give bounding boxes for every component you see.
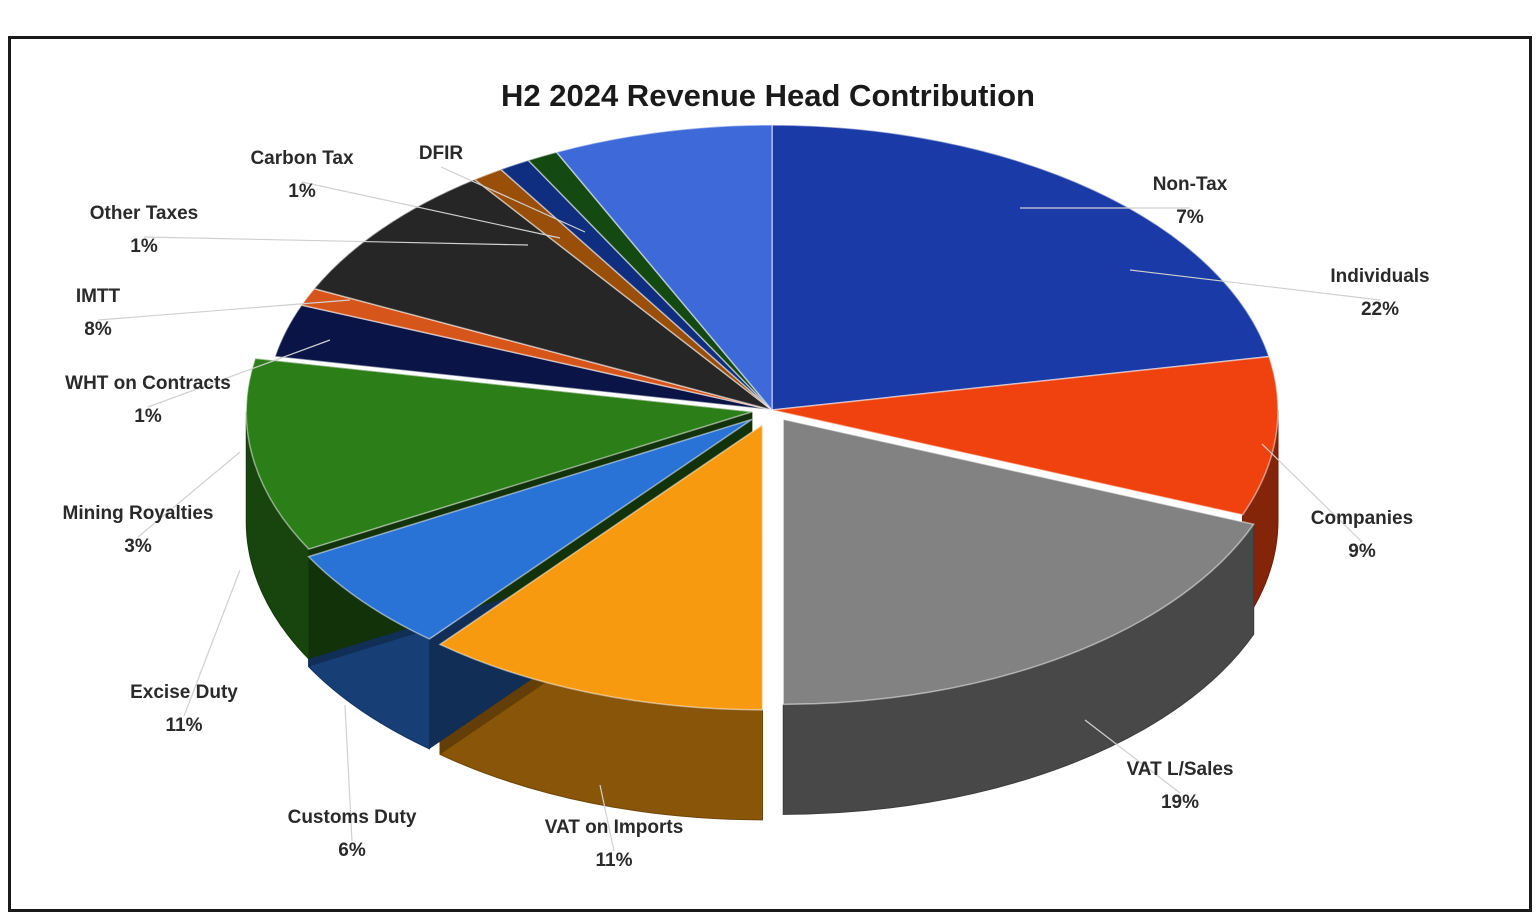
leader-lines — [97, 166, 1381, 852]
label-excise-duty: Excise Duty — [130, 682, 238, 703]
leader-line-vat-on-imports — [599, 784, 615, 852]
value-non-tax: 7% — [1176, 207, 1204, 228]
value-vat-on-imports: 11% — [596, 850, 633, 871]
leader-line-dfir — [440, 166, 586, 233]
slice-vat-l-sales — [782, 418, 1255, 706]
leader-line-vat-l-sales — [1084, 719, 1181, 794]
label-companies: Companies — [1311, 508, 1413, 529]
label-other-taxes: Other Taxes — [90, 203, 198, 224]
label-carbon-tax: Carbon Tax — [250, 148, 354, 169]
value-excise-duty: 11% — [166, 715, 203, 736]
leader-line-wht-on-contracts — [147, 339, 331, 408]
value-individuals: 22% — [1361, 299, 1399, 320]
value-customs-duty: 6% — [338, 840, 366, 861]
leader-line-excise-duty — [183, 569, 241, 717]
label-mining-royalties: Mining Royalties — [63, 503, 214, 524]
chart-title: H2 2024 Revenue Head Contribution — [500, 78, 1035, 113]
data-labels: Individuals 22% Companies 9% VAT L/Sales 19% V… — [63, 143, 1430, 871]
leader-line-customs-duty — [344, 704, 353, 842]
leader-line-individuals — [1129, 269, 1381, 301]
pie-tops — [245, 124, 1279, 711]
value-mining-royalties: 3% — [124, 536, 152, 557]
label-non-tax: Non-Tax — [1153, 174, 1228, 195]
label-individuals: Individuals — [1330, 266, 1429, 287]
leader-line-mining-royalties — [137, 451, 241, 538]
value-carbon-tax: 1% — [288, 181, 316, 202]
value-imtt: 8% — [84, 319, 112, 340]
slice-excise-duty — [245, 357, 753, 550]
leader-line-carbon-tax — [301, 181, 561, 239]
label-dfir: DFIR — [419, 143, 464, 164]
slice-imtt — [312, 178, 773, 411]
leader-line-other-taxes — [143, 236, 529, 246]
value-companies: 9% — [1348, 541, 1376, 562]
slice-individuals — [771, 124, 1271, 411]
slice-vat-on-imports — [438, 423, 764, 711]
slice-non-tax — [555, 124, 773, 413]
label-vat-l-sales: VAT L/Sales — [1127, 759, 1234, 780]
label-customs-duty: Customs Duty — [288, 807, 417, 828]
label-imtt: IMTT — [76, 286, 121, 307]
slice-customs-duty — [307, 418, 753, 640]
value-other-taxes: 1% — [130, 236, 158, 257]
value-vat-l-sales: 19% — [1161, 792, 1199, 813]
label-wht-on-contracts: WHT on Contracts — [65, 373, 231, 394]
label-vat-on-imports: VAT on Imports — [545, 817, 684, 838]
leader-line-companies — [1261, 443, 1363, 543]
leader-line-imtt — [97, 299, 351, 321]
slice-companies — [771, 355, 1279, 516]
value-wht-on-contracts: 1% — [134, 406, 162, 427]
